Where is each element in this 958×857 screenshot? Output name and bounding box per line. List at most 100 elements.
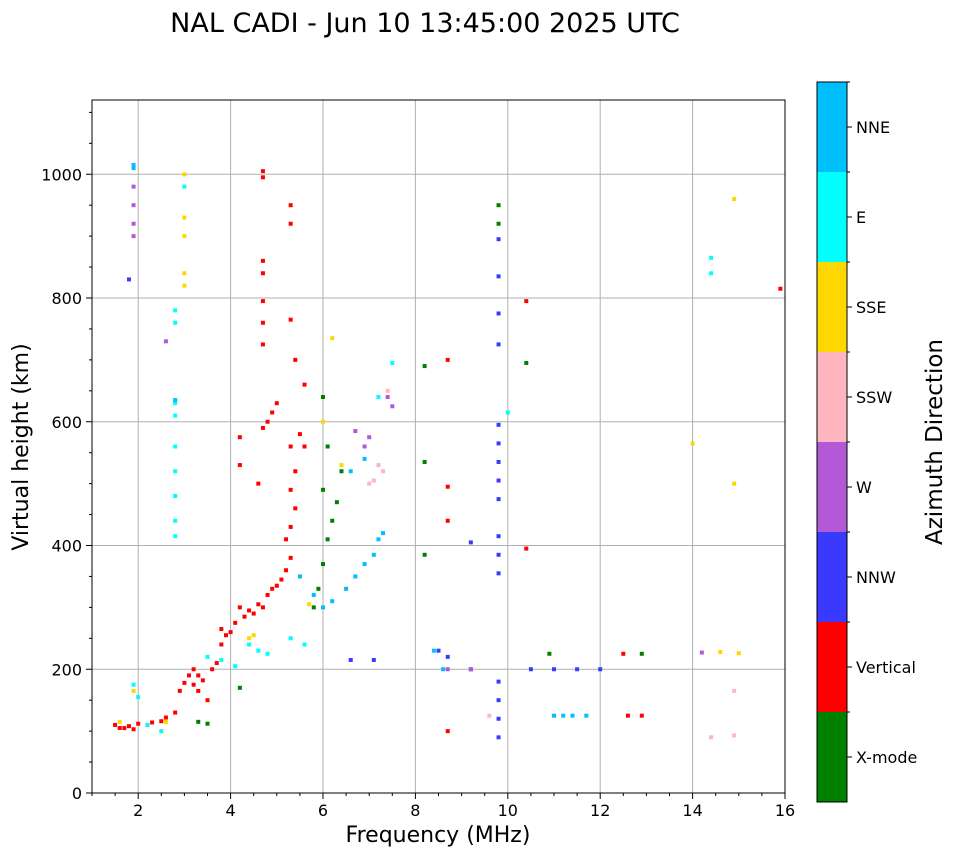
echo-point-vertical: [136, 721, 141, 726]
echo-point-w: [131, 184, 136, 189]
echo-point-nne: [561, 713, 566, 718]
echo-point-sse: [718, 649, 723, 654]
y-tick-label: 1000: [41, 165, 82, 184]
echo-point-sse: [182, 234, 187, 239]
echo-point-nnw: [496, 237, 501, 242]
colorbar-segment: [817, 532, 847, 622]
echo-point-e: [173, 413, 178, 418]
echo-point-vertical: [260, 271, 265, 276]
echo-point-ssw: [709, 735, 714, 740]
echo-point-vertical: [270, 586, 275, 591]
echo-point-nne: [441, 667, 446, 672]
echo-point-nnw: [552, 667, 556, 672]
echo-point-ssw: [381, 469, 386, 474]
echo-point-vertical: [778, 286, 783, 291]
echo-point-nnw: [598, 667, 603, 672]
echo-point-nnw: [468, 540, 473, 545]
echo-point-vertical: [260, 299, 265, 304]
echo-point-vertical: [274, 583, 279, 588]
echo-point-vertical: [260, 425, 265, 430]
echo-point-e: [505, 410, 510, 415]
echo-point-sse: [732, 197, 737, 201]
echo-point-vertical: [445, 729, 450, 734]
echo-point-vertical: [196, 673, 201, 678]
echo-point-nnw: [496, 478, 501, 483]
echo-point-vertical: [242, 614, 247, 619]
echo-point-vertical: [214, 661, 219, 666]
colorbar-segment: [817, 712, 847, 802]
echo-point-e: [173, 534, 178, 539]
echo-point-vertical: [621, 651, 626, 656]
echo-point-x-mode: [339, 469, 344, 474]
echo-point-nne: [362, 562, 367, 567]
echo-point-e: [247, 642, 252, 647]
colorbar-tick-label: NNW: [856, 568, 896, 587]
echo-point-vertical: [260, 258, 265, 263]
x-tick-label: 12: [590, 801, 610, 820]
echo-point-x-mode: [496, 203, 501, 208]
echo-point-sse: [339, 463, 344, 468]
echo-point-nne: [321, 605, 325, 610]
grid-lines: [92, 100, 786, 794]
echo-point-nne: [330, 599, 335, 604]
echo-point-e: [173, 308, 178, 313]
echo-point-ssw: [732, 688, 737, 693]
echo-point-e: [219, 657, 224, 662]
echo-point-sse: [182, 215, 187, 220]
echo-point-vertical: [265, 419, 270, 424]
echo-point-vertical: [200, 678, 205, 683]
echo-point-nne: [131, 166, 136, 171]
colorbar-label: Azimuth Direction: [922, 339, 948, 545]
echo-point-e: [173, 494, 178, 498]
echo-point-nnw: [496, 571, 501, 576]
echo-point-vertical: [288, 317, 293, 322]
echo-point-vertical: [150, 720, 155, 725]
echo-point-vertical: [302, 444, 307, 449]
echo-point-w: [385, 395, 390, 399]
echo-point-x-mode: [316, 586, 321, 591]
echo-point-nne: [371, 552, 376, 557]
echo-point-vertical: [182, 680, 187, 685]
echo-point-vertical: [260, 320, 265, 325]
echo-point-vertical: [265, 593, 270, 597]
y-tick-label: 800: [51, 289, 82, 308]
echo-point-e: [173, 320, 178, 325]
echo-point-vertical: [288, 203, 293, 208]
echo-point-nne: [344, 586, 349, 591]
echo-point-e: [233, 664, 238, 669]
echo-point-nne: [381, 531, 386, 536]
echo-point-vertical: [251, 611, 256, 616]
plot-area: 2 4 6 8 10 12 14 16 0 200 400 600 800 1000: [41, 99, 795, 820]
echo-point-nnw: [496, 552, 501, 557]
echo-point-nne: [311, 593, 316, 597]
echo-point-w: [699, 650, 704, 655]
echo-point-w: [362, 444, 367, 449]
echo-point-e: [136, 695, 141, 700]
echo-point-nnw: [528, 667, 533, 672]
echo-point-nne: [584, 713, 589, 718]
echo-point-vertical: [159, 719, 164, 724]
echo-point-e: [173, 444, 178, 449]
echo-point-e: [173, 401, 178, 406]
echo-point-sse: [732, 481, 737, 486]
echo-point-x-mode: [325, 537, 330, 542]
echo-point-nnw: [348, 657, 353, 662]
echo-point-nne: [431, 648, 436, 653]
echo-point-nnw: [496, 534, 501, 539]
echo-point-vertical: [288, 221, 293, 226]
echo-point-nne: [552, 713, 556, 718]
echo-point-vertical: [524, 546, 529, 551]
x-tick-label: 2: [133, 801, 143, 820]
echo-point-nne: [362, 456, 367, 461]
y-tick-label: 200: [51, 660, 82, 679]
echo-point-e: [159, 729, 164, 734]
echo-point-vertical: [237, 435, 242, 440]
echo-point-vertical: [117, 726, 122, 731]
echo-point-sse: [330, 336, 335, 341]
echo-point-vertical: [256, 481, 261, 486]
echo-point-vertical: [260, 169, 265, 174]
echo-point-x-mode: [422, 459, 427, 464]
colorbar-segment: [817, 262, 847, 352]
chart-title: NAL CADI - Jun 10 13:45:00 2025 UTC: [170, 8, 680, 39]
echo-point-ssw: [367, 481, 372, 486]
